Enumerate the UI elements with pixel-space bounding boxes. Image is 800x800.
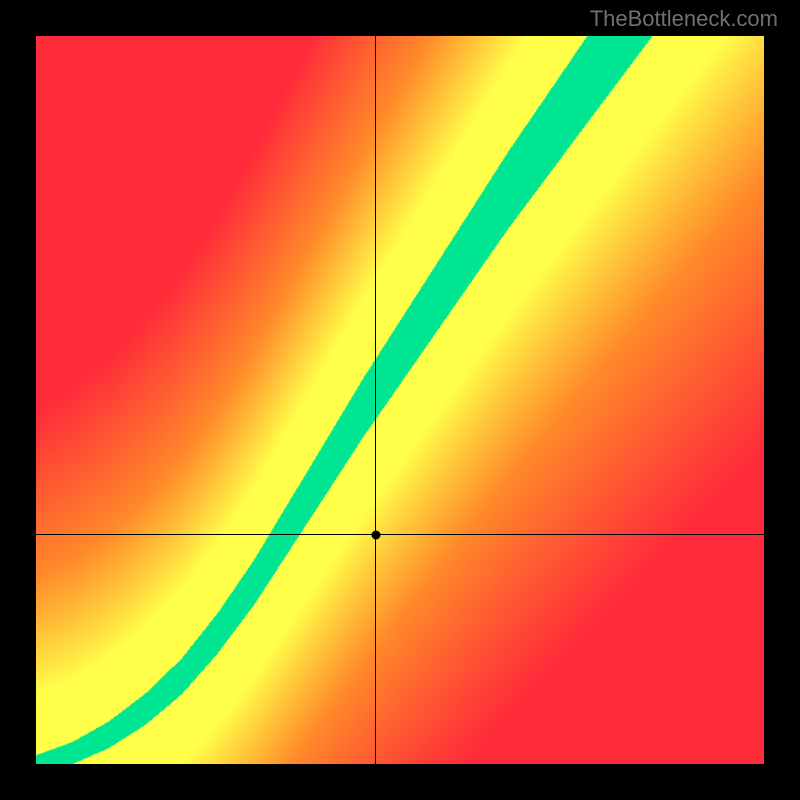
heatmap-canvas	[36, 36, 764, 764]
crosshair-horizontal	[36, 534, 764, 535]
crosshair-vertical	[375, 36, 376, 764]
bottleneck-heatmap	[36, 36, 764, 764]
selection-dot	[371, 530, 380, 539]
watermark-text: TheBottleneck.com	[590, 6, 778, 32]
